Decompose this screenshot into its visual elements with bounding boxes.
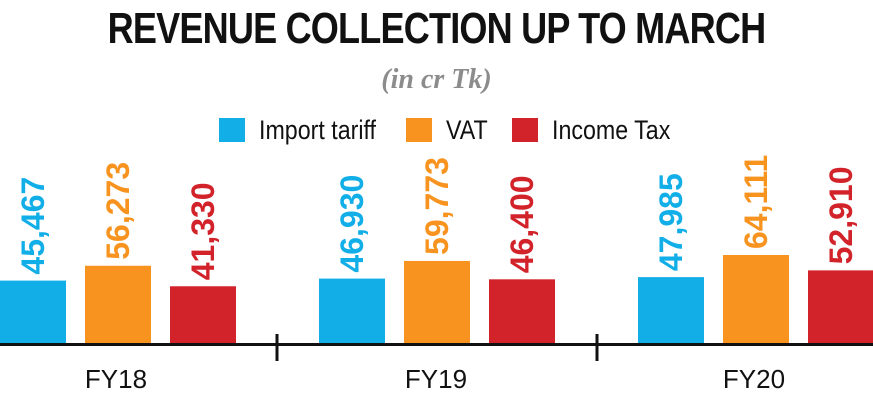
data-label: 64,111 — [738, 155, 774, 249]
data-label: 59,773 — [419, 157, 455, 255]
category-label: FY20 — [723, 364, 785, 394]
category-label: FY19 — [405, 364, 467, 394]
legend-swatch-vat — [406, 118, 432, 142]
chart-subtitle: (in cr Tk) — [381, 64, 492, 95]
data-label: 52,910 — [823, 166, 859, 264]
bar — [0, 280, 66, 343]
data-label: 46,400 — [504, 175, 540, 273]
category-label: FY18 — [85, 364, 147, 394]
data-label: 47,985 — [653, 173, 689, 271]
bar — [489, 279, 555, 343]
legend-swatch-import-tariff — [219, 118, 245, 142]
legend-label-vat: VAT — [446, 115, 488, 145]
bar — [170, 286, 236, 343]
bar — [808, 270, 873, 343]
legend-label-income-tax: Income Tax — [552, 115, 671, 145]
data-label: 45,467 — [15, 177, 51, 275]
data-label: 41,330 — [185, 182, 221, 280]
legend-swatch-income-tax — [512, 118, 538, 142]
bar — [319, 278, 385, 343]
data-label: 56,273 — [100, 162, 136, 260]
chart-title: REVENUE COLLECTION UP TO MARCH — [107, 4, 766, 53]
bar — [85, 265, 151, 343]
data-label: 46,930 — [334, 175, 370, 273]
bar — [723, 255, 789, 343]
legend-label-import-tariff: Import tariff — [259, 115, 377, 145]
legend: Import tariff VAT Income Tax — [0, 113, 873, 147]
bar — [404, 260, 470, 343]
bar — [638, 277, 704, 343]
